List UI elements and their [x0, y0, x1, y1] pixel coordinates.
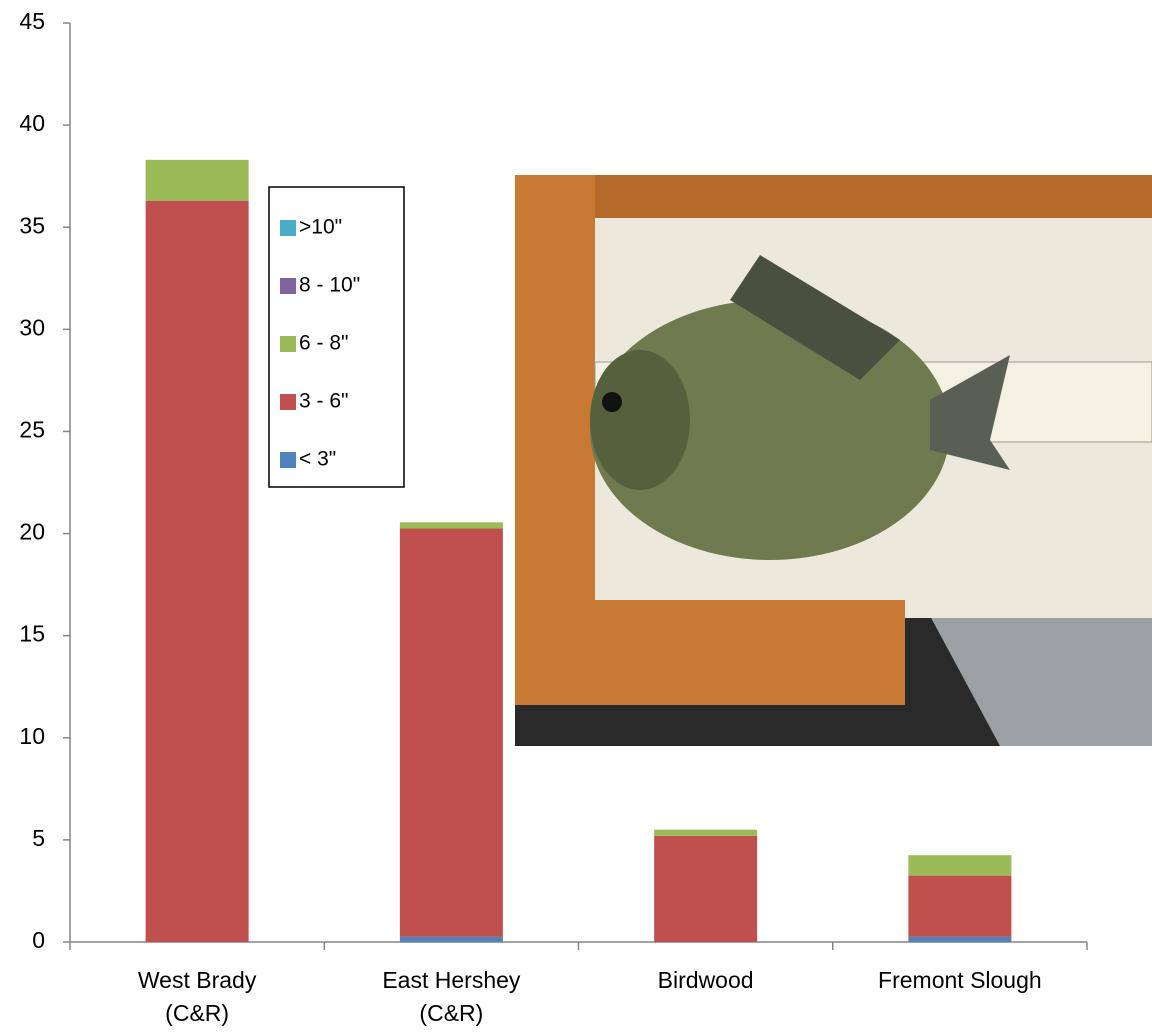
fish-photo [515, 175, 1152, 746]
x-tick-label: West Brady [138, 967, 257, 993]
bar-segment [654, 835, 758, 942]
bar-segment [908, 936, 1012, 942]
bar-segment [908, 855, 1012, 876]
x-tick-label: (C&R) [419, 1000, 483, 1026]
legend-label: 3 - 6" [299, 390, 348, 413]
legend-label: 6 - 8" [299, 332, 348, 355]
legend-swatch [280, 452, 296, 468]
x-tick-label: Fremont Slough [878, 967, 1042, 993]
y-tick-label: 10 [19, 723, 45, 749]
bar-segment [399, 522, 503, 529]
legend-swatch [280, 394, 296, 410]
bar-segment [399, 528, 503, 937]
y-tick-label: 15 [19, 621, 45, 647]
y-tick-label: 45 [19, 8, 45, 34]
bar-segment [908, 875, 1012, 937]
legend-swatch [280, 336, 296, 352]
x-tick-label: East Hershey [382, 967, 521, 993]
legend-label: < 3" [299, 448, 336, 471]
bar-segment [399, 936, 503, 942]
y-tick-label: 5 [32, 825, 45, 851]
legend-label: 8 - 10" [299, 274, 360, 297]
legend-swatch [280, 220, 296, 236]
bar-segment [145, 159, 249, 201]
legend-swatch [280, 278, 296, 294]
bar-segment [654, 829, 758, 836]
y-tick-label: 0 [32, 927, 45, 953]
y-tick-label: 40 [19, 110, 45, 136]
x-tick-label: (C&R) [165, 1000, 229, 1026]
y-tick-label: 30 [19, 314, 45, 340]
y-tick-label: 35 [19, 212, 45, 238]
y-tick-label: 20 [19, 519, 45, 545]
legend-label: >10" [299, 216, 342, 239]
y-tick-label: 25 [19, 417, 45, 443]
bar-segment [145, 200, 249, 942]
x-tick-label: Birdwood [658, 967, 754, 993]
